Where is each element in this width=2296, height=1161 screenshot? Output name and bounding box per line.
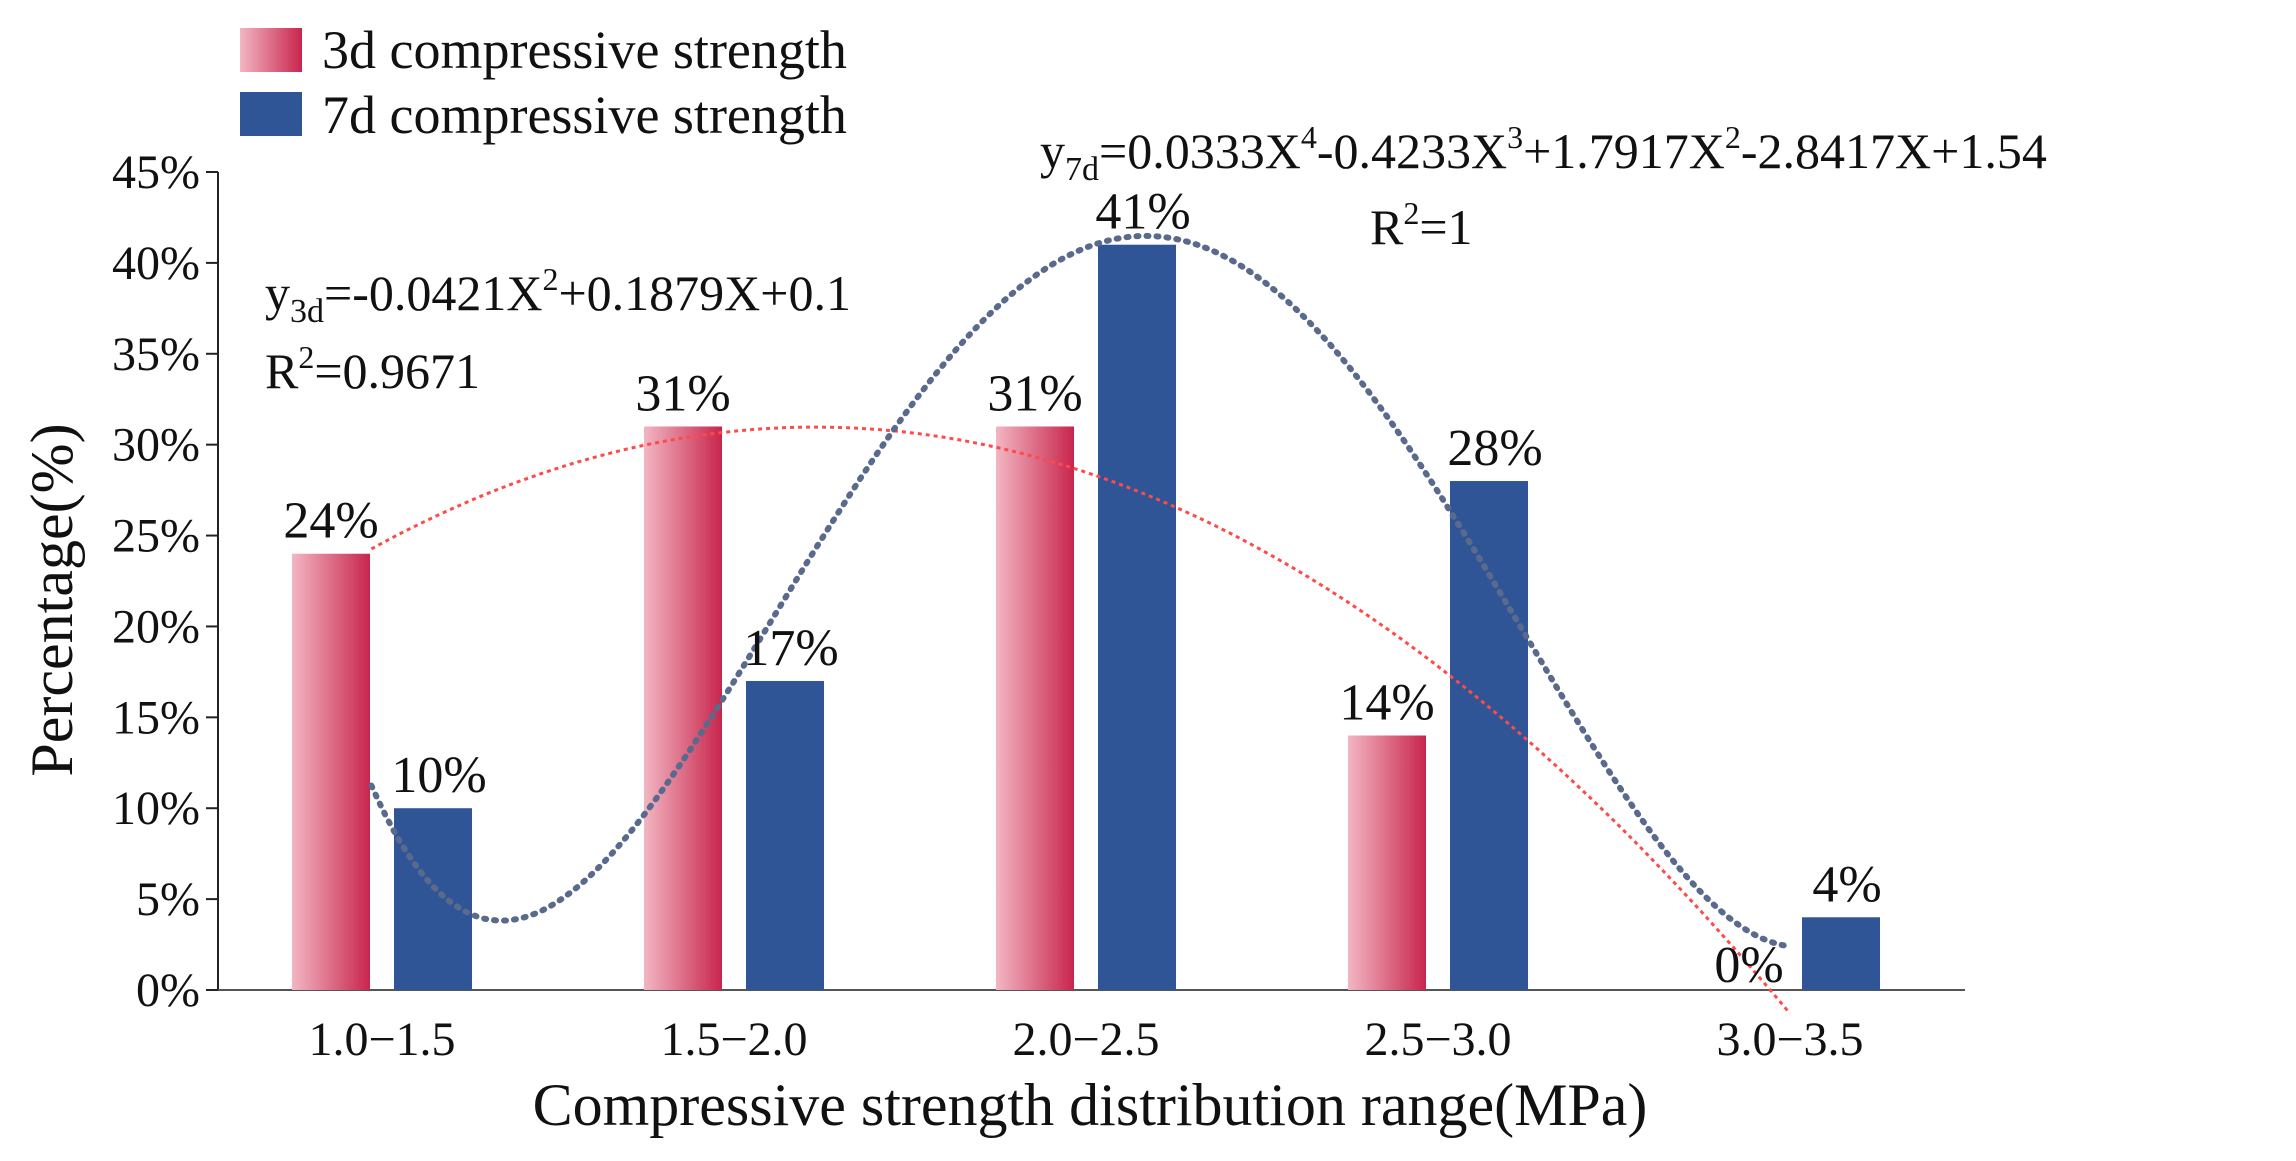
y-tick-label: 30% xyxy=(112,419,200,472)
y-tick-label: 10% xyxy=(112,782,200,835)
y-tick-label: 0% xyxy=(136,964,200,1017)
y-tick-label: 5% xyxy=(136,873,200,926)
x-tick-label: 3.0−3.5 xyxy=(1716,1013,1863,1066)
data-label-3d: 31% xyxy=(635,365,730,422)
x-tick-label: 1.0−1.5 xyxy=(308,1013,455,1066)
bar-3d xyxy=(292,553,370,990)
bar-7d xyxy=(1098,244,1176,990)
bar-3d xyxy=(644,426,722,990)
data-label-7d: 41% xyxy=(1095,184,1190,241)
y-tick-label: 20% xyxy=(112,600,200,653)
bar-3d xyxy=(996,426,1074,990)
bar-7d xyxy=(746,680,824,990)
x-tick-label: 2.0−2.5 xyxy=(1012,1013,1159,1066)
data-label-3d: 0% xyxy=(1714,937,1783,994)
y-tick-label: 15% xyxy=(112,691,200,744)
data-label-7d: 28% xyxy=(1447,420,1542,477)
legend: 3d compressive strength 7d compressive s… xyxy=(240,20,847,145)
x-axis-title: Compressive strength distribution range(… xyxy=(533,1072,1648,1138)
legend-label-3d: 3d compressive strength xyxy=(322,20,847,80)
x-axis: 1.0−1.5 1.5−2.0 2.0−2.5 2.5−3.0 3.0−3.5 xyxy=(218,989,1965,1066)
y-tick-label: 40% xyxy=(112,237,200,290)
data-label-3d: 24% xyxy=(283,493,378,550)
r-squared-7d: R2=1 xyxy=(1370,195,1473,255)
bars xyxy=(292,244,1880,990)
equation-3d: y3d=-0.0421X2+0.1879X+0.1 xyxy=(265,261,851,330)
data-label-7d: 10% xyxy=(391,747,486,804)
trendline-7d xyxy=(368,232,1793,950)
data-label-7d: 4% xyxy=(1812,856,1881,913)
data-label-7d: 17% xyxy=(743,620,838,677)
bar-7d xyxy=(1450,481,1528,990)
legend-swatch-3d xyxy=(240,28,302,72)
x-tick-label: 1.5−2.0 xyxy=(660,1013,807,1066)
bar-7d xyxy=(1802,917,1880,990)
equation-7d: y7d=0.0333X4-0.4233X3+1.7917X2-2.8417X+1… xyxy=(1040,119,2047,188)
r-squared-3d: R2=0.9671 xyxy=(265,339,480,399)
bar-3d xyxy=(1348,735,1426,990)
legend-swatch-7d xyxy=(240,92,302,136)
bar-7d xyxy=(394,808,472,990)
trend-lines xyxy=(368,232,1793,1015)
legend-label-7d: 7d compressive strength xyxy=(322,85,847,145)
data-label-3d: 31% xyxy=(987,365,1082,422)
data-label-3d: 14% xyxy=(1339,675,1434,732)
y-axis: 0% 5% 10% 15% 20% 25% 30% 35% 40% 45% xyxy=(112,146,219,1017)
y-tick-label: 45% xyxy=(112,146,200,199)
y-tick-label: 25% xyxy=(112,510,200,563)
y-tick-label: 35% xyxy=(112,328,200,381)
x-tick-label: 2.5−3.0 xyxy=(1364,1013,1511,1066)
data-labels: 24% 10% 31% 17% 31% 41% 14% 28% 0% 4% xyxy=(283,184,1881,994)
y-axis-title: Percentage(%) xyxy=(19,423,85,776)
